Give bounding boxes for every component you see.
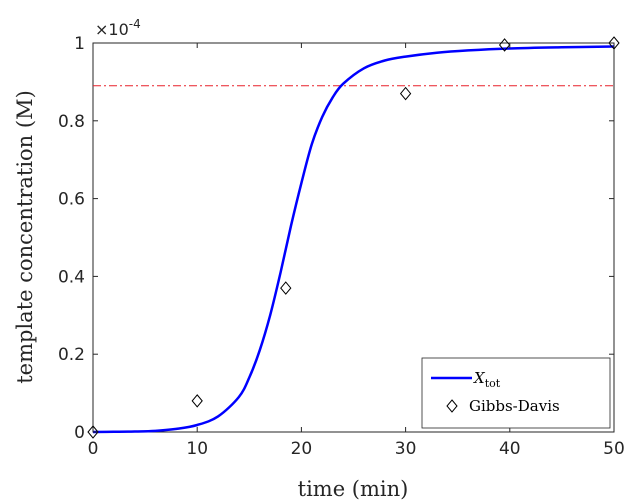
y-tick-label: 1: [74, 34, 85, 54]
y-axis-label: template concentration (M): [13, 90, 37, 384]
legend-gibbs-davis-label: Gibbs-Davis: [469, 397, 560, 415]
x-tick-label: 50: [603, 439, 625, 459]
y-scale-exponent: ×10-4: [95, 17, 141, 39]
x-tick-label: 30: [395, 439, 417, 459]
gibbs-davis-point: [87, 425, 99, 439]
y-tick-label: 0.8: [58, 112, 85, 132]
x-tick-label: 0: [88, 439, 99, 459]
x-tick-label: 10: [186, 439, 208, 459]
x-axis-label: time (min): [298, 477, 409, 501]
series-layer: [87, 36, 620, 439]
gibbs-davis-point: [280, 281, 292, 295]
gibbs-davis-point: [608, 36, 620, 50]
legend-xtot-label: Xtot: [473, 369, 501, 390]
y-tick-label: 0.4: [58, 267, 85, 287]
series-line-xtot: [92, 45, 615, 434]
x-tick-label: 40: [499, 439, 521, 459]
legend-diamond-marker: [446, 399, 458, 413]
gibbs-davis-point: [399, 86, 412, 101]
gibbs-davis-point: [498, 38, 511, 52]
gibbs-davis-point: [191, 394, 203, 408]
x-tick-label: 20: [291, 439, 313, 459]
legend-box: [421, 357, 611, 429]
tick-layer: 0 10 20 30 40 50 0 0.2 0.4 0.6 0.8 1: [58, 34, 625, 459]
y-tick-label: 0: [74, 423, 85, 443]
y-tick-label: 0.6: [58, 190, 85, 210]
y-tick-label: 0.2: [58, 345, 85, 365]
legend: Xtot Gibbs-Davis: [421, 357, 611, 429]
